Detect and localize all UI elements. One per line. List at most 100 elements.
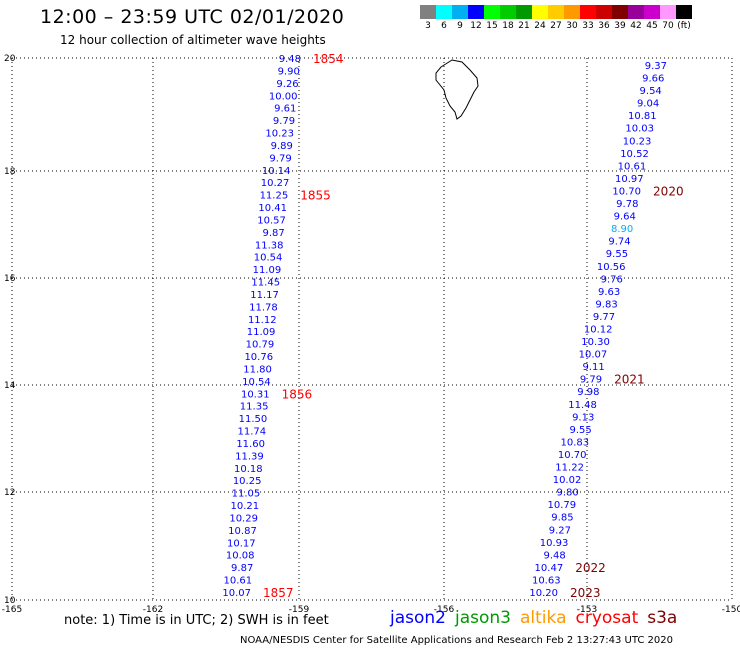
wave-height-value: 11.60 [236,439,265,450]
legend-label: 39 [614,21,626,31]
track-time-label: 1854 [313,52,344,66]
lon-tick-label: -162 [143,605,163,615]
legend-swatch [500,5,516,19]
legend-swatch [468,5,484,19]
wave-height-value: 10.30 [581,337,610,348]
wave-height-value: 10.61 [618,161,647,172]
wave-height-value: 10.14 [262,166,291,177]
wave-height-value: 9.54 [640,86,662,97]
track-time-label: 2022 [575,561,606,575]
track-time-label: 1855 [300,189,331,203]
wave-height-value: 9.26 [276,79,298,90]
legend-label: (ft) [677,21,691,31]
wave-height-value: 9.64 [614,212,636,223]
track-time-labels: 1854 1855 1856 1857 2020 2021 2022 2023 [263,52,684,600]
wave-height-value: 10.87 [228,526,257,537]
wave-height-value: 9.27 [549,525,571,536]
wave-height-value: 9.13 [572,412,594,423]
legend-swatch [644,5,660,19]
wave-height-value: 11.74 [237,427,266,438]
wave-height-value: 10.79 [548,500,577,511]
legend-swatch [628,5,644,19]
wave-height-value: 10.03 [625,124,654,135]
wave-height-value: 10.17 [227,538,256,549]
wave-height-value: 10.97 [615,174,644,185]
wave-height-value: 10.31 [241,389,270,400]
wave-height-value: 9.79 [273,116,295,127]
color-legend-labels: 3 6 9 12 15 18 21 24 27 30 33 36 39 42 45 70 (ft) [420,21,692,31]
wave-height-value: 10.23 [623,136,652,147]
wave-height-value: 9.78 [616,199,638,210]
wave-height-value: 10.25 [233,476,262,487]
wave-height-value: 10.83 [561,437,590,448]
wave-height-value: 11.22 [555,463,584,474]
legend-label: 9 [457,21,463,31]
legend-label: 6 [441,21,447,31]
wave-height-value: 9.11 [582,362,604,373]
legend-swatch [564,5,580,19]
wave-height-value: 11.39 [235,451,264,462]
lat-tick-label: 14 [4,381,16,391]
wave-height-value: 10.52 [620,149,649,160]
wave-height-value: 10.23 [265,129,294,140]
track-time-label: 2021 [614,373,645,387]
satellite-jason2: jason2 [390,608,446,628]
legend-label: 24 [534,21,546,31]
map-subtitle: 12 hour collection of altimeter wave hei… [60,33,326,47]
wave-height-value: 10.12 [584,325,613,336]
track-time-label: 1856 [282,387,313,401]
satellite-cryosat: cryosat [575,608,639,628]
legend-label: 42 [630,21,642,31]
legend-label: 3 [425,21,431,31]
wave-height-value: 10.41 [258,203,287,214]
satellite-jason3: jason3 [455,608,511,628]
wave-height-value: 10.08 [226,551,255,562]
legend-label: 18 [502,21,514,31]
wave-height-value: 9.80 [556,488,578,499]
wave-height-value: 8.90 [611,224,633,235]
wave-height-value: 11.12 [248,315,277,326]
wave-height-value: 9.63 [598,287,620,298]
track-time-label: 2023 [570,586,601,600]
wave-height-value: 10.07 [222,588,251,599]
lat-tick-label: 20 [4,54,16,64]
legend-swatch [532,5,548,19]
satellite-legend: jason2 jason3 altika cryosat s3a [390,608,686,628]
hawaii-island-outline [435,59,479,120]
legend-swatch [452,5,468,19]
wave-height-value: 10.93 [540,538,569,549]
satellite-altika: altika [520,608,567,628]
wave-height-value: 9.83 [595,299,617,310]
wave-height-value: 9.04 [637,99,659,110]
wave-height-value: 9.48 [279,54,301,65]
wave-height-value: 11.05 [232,489,261,500]
wave-height-value: 10.54 [242,377,271,388]
wave-height-value: 9.66 [642,74,664,85]
wave-height-value: 10.63 [532,575,561,586]
legend-label: 21 [518,21,530,31]
wave-height-value: 9.79 [269,153,291,164]
wave-height-value: 10.81 [628,111,657,122]
wave-height-value: 10.21 [230,501,259,512]
wave-height-value: 10.70 [612,186,641,197]
legend-label: 33 [582,21,594,31]
wave-height-value: 10.02 [553,475,582,486]
lat-tick-label: 16 [4,274,16,284]
wave-height-value: 11.50 [239,414,268,425]
wave-height-value: 10.00 [269,91,298,102]
lon-tick-label: -150 [722,605,740,615]
wave-height-value: 10.54 [254,253,283,264]
lat-tick-label: 18 [4,167,16,177]
wave-height-value: 9.55 [569,425,591,436]
wave-height-value: 10.57 [257,215,286,226]
legend-swatch [516,5,532,19]
legend-swatch [436,5,452,19]
map-grid: -165 -162 -159 -156 -153 -150 10 12 14 16 18 20 [2,54,740,615]
wave-height-value: 11.35 [240,402,269,413]
legend-label: 70 [662,21,674,31]
wave-height-value: 9.79 [580,375,602,386]
legend-label: 45 [646,21,658,31]
wave-height-value: 11.09 [247,327,276,338]
wave-height-value: 11.38 [255,240,284,251]
